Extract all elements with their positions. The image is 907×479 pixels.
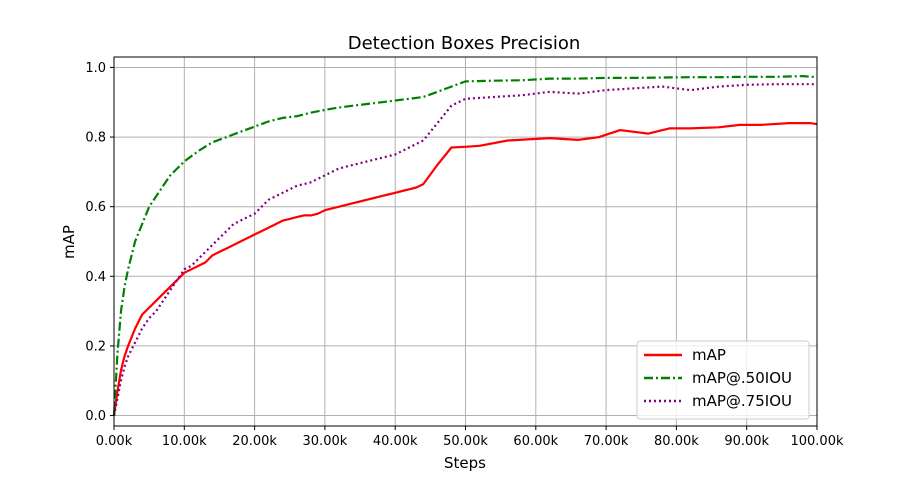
x-axis-ticks: 0.00k 10.00k 20.00k 30.00k 40.00k 50.00k 60.00… — [96, 426, 844, 449]
y-tick-label: 0.0 — [85, 409, 106, 424]
y-axis-ticks: 0.0 0.2 0.4 0.6 0.8 1.0 — [85, 61, 114, 424]
x-tick-label: 20.00k — [232, 434, 277, 449]
x-tick-label: 80.00k — [654, 434, 699, 449]
y-tick-label: 0.8 — [85, 131, 106, 146]
legend-box — [636, 340, 810, 420]
y-axis-label: mAP — [60, 225, 78, 259]
x-tick-label: 0.00k — [96, 434, 133, 449]
plot-area: 0.00k 10.00k 20.00k 30.00k 40.00k 50.00k 60.00… — [85, 56, 844, 449]
legend-entry-0: mAP — [692, 346, 726, 364]
y-tick-label: 1.0 — [85, 61, 106, 76]
legend-entry-1: mAP@.50IOU — [692, 369, 792, 387]
legend: mAP mAP@.50IOU mAP@.75IOU — [636, 340, 810, 420]
legend-entry-2: mAP@.75IOU — [692, 392, 792, 410]
x-tick-label: 70.00k — [584, 434, 629, 449]
x-axis-label: Steps — [444, 454, 486, 472]
x-tick-label: 50.00k — [443, 434, 488, 449]
series-line-1 — [112, 74, 818, 416]
series-line-0 — [112, 121, 818, 416]
series-line-2 — [112, 83, 817, 416]
x-tick-label: 90.00k — [724, 434, 769, 449]
x-tick-label: 60.00k — [513, 434, 558, 449]
x-tick-label: 100.00k — [790, 434, 843, 449]
x-tick-label: 40.00k — [373, 434, 418, 449]
y-tick-label: 0.2 — [85, 339, 106, 354]
chart-title: Detection Boxes Precision — [348, 33, 581, 54]
y-tick-label: 0.4 — [85, 270, 106, 285]
y-tick-label: 0.6 — [85, 200, 106, 215]
x-tick-label: 30.00k — [303, 434, 348, 449]
series-layer — [112, 74, 818, 416]
x-tick-label: 10.00k — [162, 434, 207, 449]
